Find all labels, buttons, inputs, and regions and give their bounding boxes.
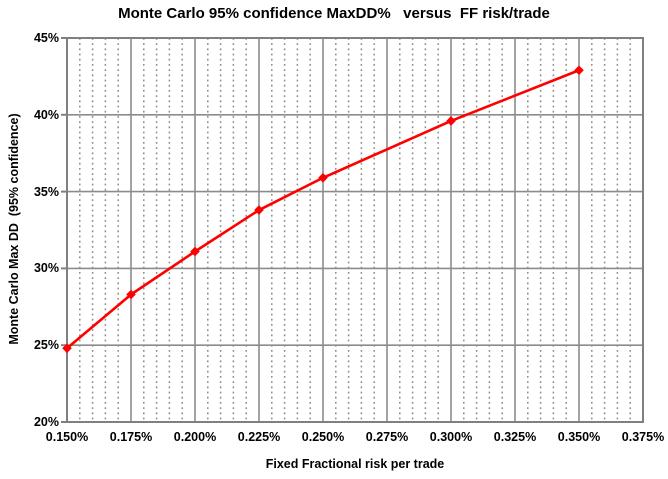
- x-tick-label: 0.350%: [557, 430, 601, 444]
- plot-frame: [66, 37, 644, 423]
- data-point-marker: [574, 65, 584, 76]
- data-point-marker: [190, 246, 200, 257]
- x-tick-label: 0.300%: [429, 430, 473, 444]
- data-point-marker: [446, 116, 456, 126]
- x-tick-label: 0.150%: [45, 430, 89, 444]
- x-tick-label: 0.250%: [301, 430, 345, 444]
- data-point-marker: [318, 172, 328, 183]
- x-axis-title: Fixed Fractional risk per trade: [265, 457, 445, 471]
- x-tick-label: 0.325%: [493, 430, 537, 444]
- y-tick-label: 45%: [33, 31, 59, 45]
- x-tick-label: 0.175%: [109, 430, 153, 444]
- y-tick-label: 35%: [33, 184, 59, 199]
- y-tick-label: 20%: [33, 415, 59, 429]
- chart-title: Monte Carlo 95% confidence MaxDD% versus…: [118, 5, 550, 22]
- x-tick-label: 0.225%: [237, 430, 281, 444]
- data-point-marker: [126, 289, 136, 300]
- data-point-marker: [254, 205, 264, 215]
- y-tick-label: 40%: [33, 107, 59, 122]
- x-tick-label: 0.275%: [365, 430, 409, 444]
- y-tick-label: 30%: [33, 261, 59, 276]
- data-point-marker: [62, 343, 72, 354]
- y-tick-label: 25%: [33, 338, 59, 353]
- x-tick-label: 0.375%: [621, 430, 665, 444]
- x-tick-label: 0.200%: [173, 430, 217, 444]
